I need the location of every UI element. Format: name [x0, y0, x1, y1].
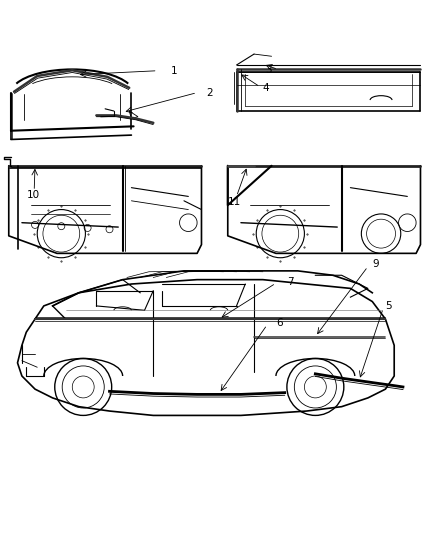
- Text: 5: 5: [385, 301, 392, 311]
- Text: 3: 3: [265, 65, 272, 75]
- Text: 6: 6: [276, 318, 283, 328]
- Text: 7: 7: [287, 277, 293, 287]
- Text: 4: 4: [263, 83, 269, 93]
- Text: 10: 10: [27, 190, 40, 200]
- Text: 9: 9: [372, 260, 379, 269]
- Text: 1: 1: [171, 66, 177, 76]
- Text: 11: 11: [228, 197, 241, 207]
- Text: 2: 2: [206, 87, 212, 98]
